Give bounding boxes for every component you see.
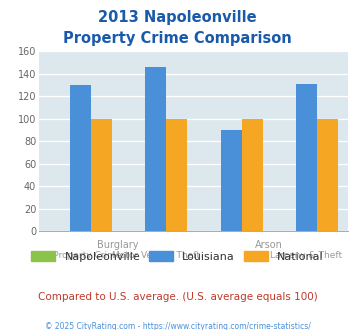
Bar (220, 130, 242, 231)
Bar (296, 84, 317, 231)
Bar (317, 118, 338, 231)
Legend: Napoleonville, Louisiana, National: Napoleonville, Louisiana, National (27, 247, 328, 267)
Text: Arson: Arson (255, 240, 283, 250)
Bar (145, 67, 166, 231)
Text: Larceny & Theft: Larceny & Theft (271, 251, 343, 260)
Text: All Property Crime: All Property Crime (39, 251, 122, 260)
Text: Compared to U.S. average. (U.S. average equals 100): Compared to U.S. average. (U.S. average … (38, 292, 317, 302)
Bar (70, 85, 91, 231)
Text: © 2025 CityRating.com - https://www.cityrating.com/crime-statistics/: © 2025 CityRating.com - https://www.city… (45, 322, 310, 330)
Text: Motor Vehicle Theft: Motor Vehicle Theft (112, 251, 200, 260)
Text: 2013 Napoleonville: 2013 Napoleonville (98, 10, 257, 25)
Text: Burglary: Burglary (97, 240, 139, 250)
Bar (242, 118, 263, 231)
Bar (91, 118, 112, 231)
Bar (166, 118, 187, 231)
Text: Property Crime Comparison: Property Crime Comparison (63, 31, 292, 46)
